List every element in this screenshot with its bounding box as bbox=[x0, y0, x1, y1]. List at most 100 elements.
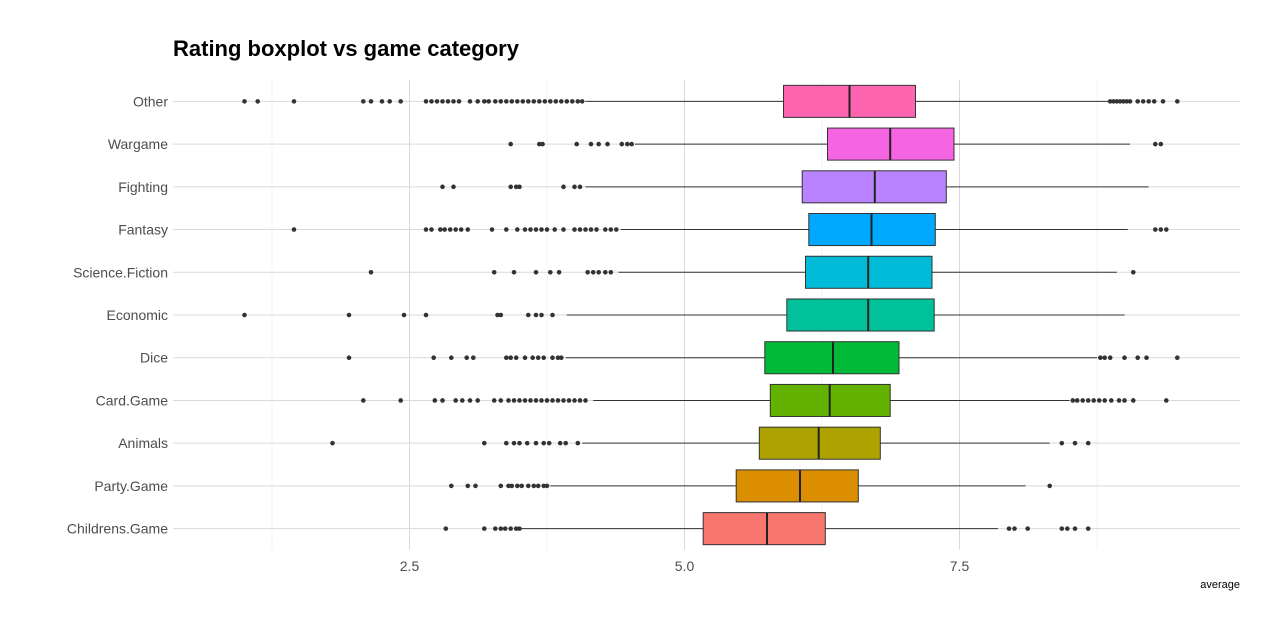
outlier-point bbox=[453, 398, 459, 403]
outlier-point bbox=[511, 398, 517, 403]
outlier-point bbox=[502, 526, 508, 531]
outlier-point bbox=[291, 99, 297, 104]
outlier-point bbox=[1121, 99, 1126, 104]
outlier-point bbox=[504, 99, 509, 104]
chart-title: Rating boxplot vs game category bbox=[173, 36, 519, 61]
outlier-point bbox=[1059, 440, 1065, 446]
outlier-point bbox=[1116, 398, 1122, 403]
outlier-point bbox=[528, 227, 533, 232]
outlier-point bbox=[1025, 526, 1030, 531]
x-axis-title: average bbox=[1200, 579, 1240, 591]
outlier-point bbox=[539, 398, 544, 403]
x-tick-label: 2.5 bbox=[400, 558, 420, 574]
outlier-point bbox=[605, 141, 610, 147]
outlier-point bbox=[577, 227, 583, 232]
category-label: Science.Fiction bbox=[73, 264, 168, 280]
outlier-point bbox=[1102, 398, 1107, 403]
outlier-point bbox=[447, 227, 453, 232]
outlier-point bbox=[509, 483, 515, 489]
outlier-point bbox=[440, 398, 445, 403]
outlier-point bbox=[537, 99, 542, 104]
outlier-point bbox=[1072, 526, 1078, 531]
outlier-point bbox=[456, 99, 462, 104]
outlier-point bbox=[482, 99, 487, 104]
outlier-point bbox=[533, 440, 539, 446]
outlier-point bbox=[465, 483, 471, 489]
outlier-point bbox=[513, 526, 519, 531]
outlier-point bbox=[515, 483, 520, 489]
outlier-point bbox=[588, 141, 594, 147]
outlier-point bbox=[583, 227, 588, 232]
box-group-other bbox=[242, 84, 1180, 118]
outlier-point bbox=[242, 99, 247, 104]
outlier-point bbox=[1085, 440, 1091, 446]
outlier-point bbox=[1144, 355, 1149, 361]
box-group-dice bbox=[346, 341, 1180, 375]
x-tick-label: 7.5 bbox=[950, 558, 970, 574]
outlier-point bbox=[1096, 398, 1102, 403]
outlier-point bbox=[603, 269, 608, 275]
outlier-point bbox=[533, 269, 539, 275]
outlier-point bbox=[552, 227, 557, 232]
outlier-point bbox=[526, 483, 531, 489]
outlier-point bbox=[1098, 355, 1103, 361]
outlier-point bbox=[559, 355, 564, 361]
outlier-point bbox=[530, 355, 535, 361]
outlier-point bbox=[471, 355, 476, 361]
outlier-point bbox=[629, 141, 634, 147]
outlier-point bbox=[531, 99, 537, 104]
category-label: Fighting bbox=[118, 179, 168, 195]
outlier-point bbox=[1140, 99, 1146, 104]
outlier-point bbox=[1160, 99, 1166, 104]
outlier-point bbox=[1122, 355, 1127, 361]
outlier-point bbox=[423, 99, 429, 104]
outlier-point bbox=[473, 483, 478, 489]
box bbox=[702, 512, 826, 546]
outlier-point bbox=[526, 312, 531, 318]
outlier-point bbox=[1146, 99, 1151, 104]
outlier-point bbox=[579, 99, 585, 104]
outlier-point bbox=[443, 526, 449, 531]
outlier-point bbox=[429, 99, 434, 104]
outlier-point bbox=[590, 269, 596, 275]
outlier-point bbox=[555, 398, 561, 403]
outlier-point bbox=[498, 99, 504, 104]
box-group-card-game bbox=[361, 383, 1169, 417]
outlier-point bbox=[517, 184, 522, 190]
outlier-point bbox=[449, 483, 454, 489]
outlier-point bbox=[557, 440, 563, 446]
category-label: Dice bbox=[140, 350, 168, 366]
outlier-point bbox=[603, 227, 608, 232]
outlier-point bbox=[398, 99, 404, 104]
category-label: Card.Game bbox=[96, 392, 169, 408]
outlier-point bbox=[550, 398, 555, 403]
outlier-point bbox=[522, 398, 528, 403]
outlier-point bbox=[423, 312, 429, 318]
outlier-point bbox=[445, 99, 451, 104]
category-label: Fantasy bbox=[118, 222, 168, 238]
outlier-point bbox=[564, 99, 570, 104]
outlier-point bbox=[1107, 355, 1113, 361]
y-axis-labels: Other Wargame Fighting Fantasy Science.Ficti… bbox=[67, 93, 168, 536]
outlier-point bbox=[572, 227, 577, 232]
outlier-point bbox=[508, 184, 513, 190]
box-group-science-fiction bbox=[368, 255, 1136, 289]
outlier-point bbox=[498, 483, 504, 489]
box-group-fantasy bbox=[291, 213, 1169, 247]
outlier-point bbox=[508, 355, 513, 361]
box-group-animals bbox=[330, 426, 1091, 460]
outlier-point bbox=[1072, 440, 1078, 446]
outlier-point bbox=[498, 398, 504, 403]
outlier-point bbox=[1164, 398, 1169, 403]
outlier-point bbox=[451, 184, 456, 190]
outlier-point bbox=[509, 99, 515, 104]
outlier-point bbox=[482, 440, 487, 446]
outlier-point bbox=[460, 398, 465, 403]
outlier-point bbox=[577, 184, 583, 190]
outlier-point bbox=[1127, 99, 1133, 104]
outlier-point bbox=[561, 227, 566, 232]
outlier-point bbox=[1135, 355, 1140, 361]
outlier-point bbox=[556, 269, 562, 275]
outlier-point bbox=[1131, 398, 1136, 403]
outlier-point bbox=[594, 227, 599, 232]
